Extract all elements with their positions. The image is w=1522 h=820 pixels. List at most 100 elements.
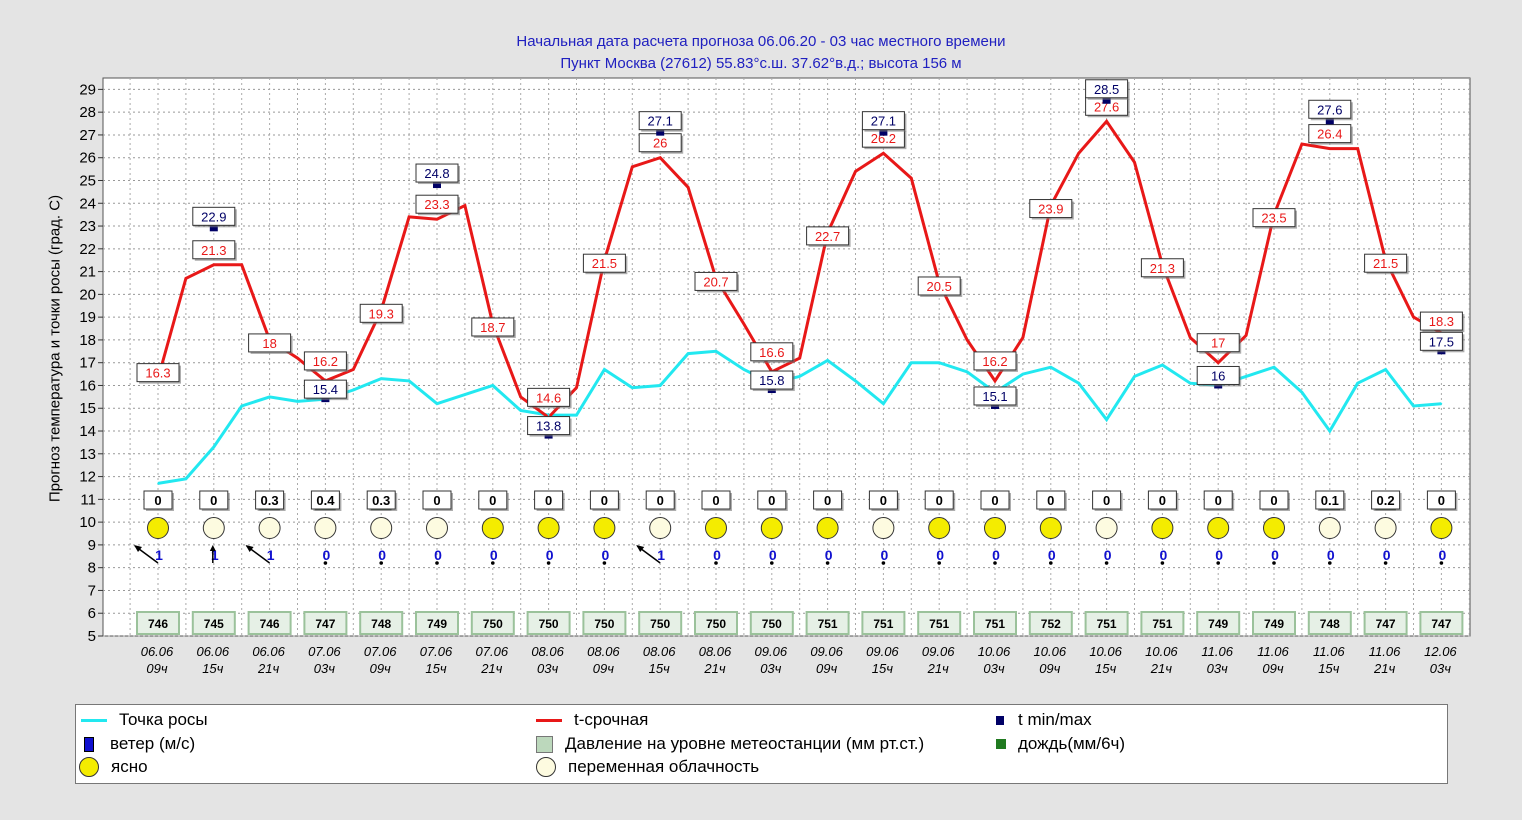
- wind-arrow-icon: [636, 545, 645, 552]
- wind-calm-icon: [323, 561, 328, 565]
- y-tick-label: 21: [79, 264, 96, 281]
- temp-label-box: [750, 342, 794, 362]
- x-tick-date: 06.06: [197, 644, 230, 659]
- chart-title-line2: Пункт Москва (27612) 55.83°с.ш. 37.62°в.…: [560, 55, 962, 72]
- wind-calm-icon: [825, 561, 830, 565]
- wind-calm-icon: [1328, 561, 1332, 565]
- rain-value: 0: [1047, 493, 1054, 508]
- dew-point: [743, 368, 745, 371]
- pressure-box: [1363, 611, 1408, 635]
- pressure-value: 751: [929, 617, 949, 631]
- temperature-point: [1133, 161, 1136, 164]
- dew-point: [1384, 368, 1387, 371]
- rain-value: 0: [712, 493, 719, 508]
- dew-point: [1245, 375, 1247, 378]
- x-tick-date: 11.06: [1257, 644, 1289, 659]
- temperature-point: [575, 386, 578, 389]
- rain-value: 0: [545, 493, 552, 508]
- legend-item-cloudy: переменная облачность: [536, 757, 759, 777]
- pressure-value: 748: [1320, 617, 1340, 631]
- x-tick-hour: 15ч: [872, 661, 893, 676]
- pressure-box: [1307, 611, 1352, 635]
- temperature-point: [1245, 334, 1247, 337]
- x-tick-date: 08.06: [699, 644, 732, 659]
- rain-box: [422, 490, 452, 510]
- tminmax-label-box: [415, 163, 459, 183]
- pressure-value: 746: [260, 617, 280, 631]
- rain-box: [813, 490, 843, 510]
- dew-point: [1329, 430, 1331, 432]
- pressure-value: 749: [427, 617, 447, 631]
- rain-value: 0: [936, 493, 943, 508]
- tminmax-label: 16: [1211, 368, 1225, 383]
- rain-value: 0: [768, 493, 775, 508]
- clear-sky-icon: [1207, 517, 1230, 539]
- y-tick-label: 11: [80, 491, 96, 508]
- tminmax-label: 27.1: [648, 114, 673, 129]
- temp-label-box: [973, 351, 1017, 371]
- wind-calm-icon: [602, 561, 607, 565]
- x-tick-hour: 21ч: [1373, 661, 1395, 676]
- y-tick-label: 9: [88, 537, 96, 554]
- rain-box: [1036, 490, 1066, 510]
- legend-label-clear: ясно: [111, 757, 148, 776]
- dew-point: [1440, 402, 1443, 405]
- y-tick-label: 26: [79, 150, 96, 167]
- rain-value: 0: [657, 493, 664, 508]
- pressure-value: 747: [315, 617, 335, 631]
- x-tick-date: 08.06: [643, 644, 676, 659]
- temp-label: 26: [653, 136, 667, 151]
- rain-value: 0.3: [261, 493, 279, 508]
- y-tick-label: 22: [79, 241, 96, 258]
- temp-label-box: [917, 276, 961, 296]
- pressure-box: [1084, 611, 1129, 635]
- x-tick-date: 10.06: [1089, 644, 1122, 659]
- x-tick-hour: 03ч: [1207, 661, 1228, 676]
- pressure-box: [1252, 611, 1296, 635]
- tminmax-marker: [1102, 97, 1111, 104]
- dew-point: [240, 405, 243, 407]
- dew-point: [854, 380, 857, 382]
- clear-sky-icon: [593, 517, 616, 539]
- dew-point: [631, 386, 634, 389]
- rain-box: [534, 490, 564, 510]
- rain-value: 0.2: [1377, 493, 1395, 508]
- temp-label: 21.3: [201, 243, 226, 258]
- partly-cloudy-icon: [1318, 517, 1341, 539]
- clear-sky-icon: [1430, 517, 1453, 539]
- legend-item-temp: t-срочная: [536, 710, 648, 730]
- pressure-value: 751: [1152, 617, 1172, 631]
- dew-point: [938, 361, 940, 364]
- legend-swatch-cloudy: [536, 757, 556, 777]
- rain-box: [1147, 490, 1177, 510]
- tminmax-label: 27.6: [1317, 102, 1342, 117]
- temperature-point: [240, 263, 243, 266]
- pressure-box: [303, 611, 348, 635]
- pressure-value: 751: [985, 617, 1005, 631]
- temp-label: 17: [1211, 336, 1225, 351]
- temperature-point: [631, 166, 634, 168]
- y-tick-label: 7: [88, 582, 96, 599]
- y-tick-label: 28: [79, 104, 96, 121]
- y-tick-label: 15: [79, 400, 96, 417]
- temp-label-box: [471, 317, 515, 337]
- wind-calm-icon: [714, 561, 718, 565]
- partly-cloudy-icon: [872, 517, 895, 539]
- x-tick-hour: 03ч: [537, 661, 558, 676]
- temp-label: 18: [262, 336, 276, 351]
- tminmax-marker: [209, 225, 218, 232]
- temp-label: 21.5: [592, 256, 617, 271]
- tminmax-label-box: [638, 111, 682, 131]
- temp-label: 22.7: [815, 229, 840, 244]
- rain-box: [143, 490, 173, 510]
- legend-label-tminmax: t min/max: [1018, 710, 1092, 729]
- temperature-point: [1105, 120, 1108, 123]
- wind-speed: 0: [1327, 547, 1335, 563]
- dew-point: [352, 389, 355, 391]
- temp-label-box: [1029, 199, 1073, 219]
- temp-label-box: [415, 194, 459, 214]
- wind-speed: 1: [267, 547, 275, 563]
- tminmax-marker: [433, 182, 441, 189]
- legend-swatch-wind: [84, 736, 94, 752]
- wind-speed: 0: [825, 547, 833, 563]
